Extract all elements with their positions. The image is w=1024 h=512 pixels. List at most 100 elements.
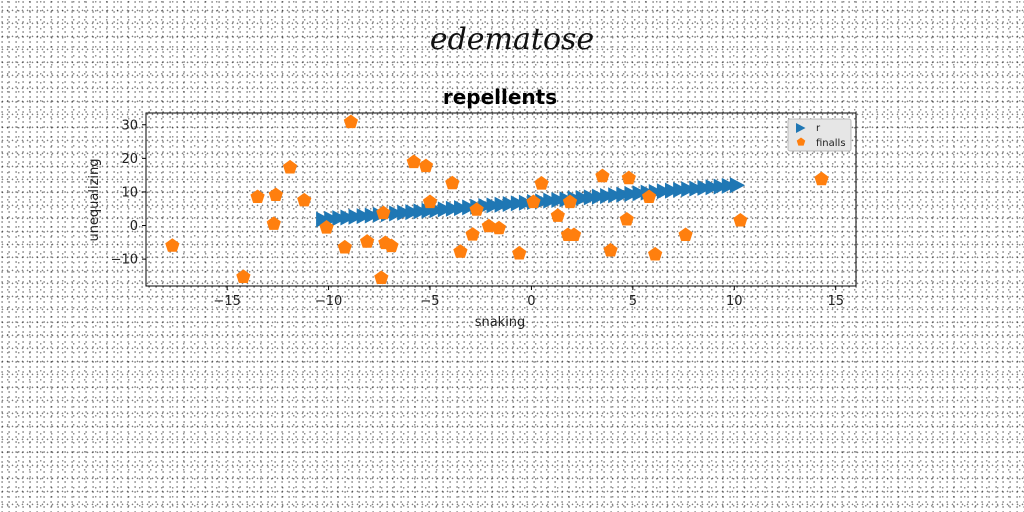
series-r-point: [543, 192, 559, 209]
series-r-point: [721, 177, 737, 194]
series-r-point: [535, 193, 551, 210]
series-finalls-point: [250, 189, 265, 204]
series-finalls-point: [595, 168, 610, 183]
series-r-point: [389, 205, 405, 222]
series-finalls-point: [374, 270, 389, 285]
series-r-point: [510, 195, 527, 212]
series-finalls-point: [297, 192, 312, 207]
series-r-point: [518, 194, 535, 211]
x-tick-label: 5: [629, 294, 637, 309]
series-r-point: [413, 203, 429, 220]
series-r-point: [575, 189, 591, 206]
series-finalls-point: [814, 171, 829, 186]
series-finalls-point: [648, 246, 663, 261]
series-r-point: [600, 187, 616, 204]
series-finalls-point: [406, 154, 421, 169]
series-finalls-point: [445, 175, 460, 190]
series-r-point: [356, 208, 372, 225]
series-r-point: [583, 189, 600, 206]
series-r-point: [397, 204, 413, 221]
series-r-point: [437, 201, 453, 218]
series-r-point: [689, 180, 705, 197]
legend: r finalls: [787, 118, 852, 152]
plot-title: repellents: [443, 85, 557, 109]
series-finalls-point: [266, 216, 281, 230]
series-r-point: [502, 196, 518, 213]
x-axis: −15 −10 −5 0 5 10 15: [213, 286, 844, 309]
series-r-point: [551, 192, 567, 209]
series-finalls-point: [678, 227, 693, 242]
series-finalls-point: [481, 218, 496, 233]
series-finalls-point: [603, 242, 618, 257]
series-r-point: [673, 181, 689, 198]
series-finalls-point: [621, 170, 636, 185]
series-finalls-point: [418, 158, 434, 173]
series-finalls-point: [376, 205, 391, 220]
y-tick-label: 30: [121, 118, 138, 133]
series-finalls-point: [165, 238, 180, 252]
series-r-point: [616, 186, 632, 203]
series-r-point: [332, 210, 348, 227]
y-tick-label: 0: [130, 219, 138, 234]
series-finalls-point: [465, 227, 480, 241]
series-r-point: [486, 197, 502, 214]
series-r-point: [705, 179, 721, 196]
series-r-point: [697, 179, 713, 196]
series-r-point: [729, 177, 746, 194]
x-tick-label: 15: [827, 294, 844, 309]
series-r-point: [364, 207, 380, 224]
series-r-point: [608, 187, 624, 204]
x-tick-label: −15: [213, 294, 240, 309]
series-finalls-point: [491, 220, 507, 235]
legend-marker-finalls: [796, 137, 806, 146]
figure-suptitle: edematose: [429, 22, 595, 57]
legend-marker-r: [796, 123, 806, 133]
series-finalls-point: [534, 176, 549, 190]
series-finalls-point: [268, 187, 283, 202]
series-finalls-point: [733, 213, 748, 227]
series-r-point: [316, 211, 332, 228]
series-finalls-point: [566, 227, 582, 242]
x-tick-label: −10: [315, 294, 342, 309]
legend-label-finalls: finalls: [816, 138, 846, 149]
series-finalls-point: [422, 194, 438, 209]
series-r-point: [405, 204, 421, 221]
series-finalls-point: [469, 202, 484, 216]
series-r-point: [681, 181, 697, 198]
y-axis: −10 0 10 20 30: [111, 118, 146, 268]
series-r-point: [656, 183, 673, 200]
series-finalls-point: [337, 239, 352, 254]
series-finalls-point: [453, 244, 468, 258]
y-tick-label: −10: [111, 253, 138, 268]
series-r-point: [632, 185, 648, 202]
series-r-point: [665, 182, 681, 199]
plot-frame: [145, 112, 857, 287]
series-r-point: [713, 178, 729, 195]
series-finalls-point: [359, 234, 375, 248]
series-r-point: [348, 208, 364, 225]
series-finalls-point: [550, 208, 565, 222]
legend-label-r: r: [816, 123, 821, 134]
series-r-point: [340, 209, 356, 226]
y-tick-label: 10: [121, 185, 138, 200]
series-finalls-point: [562, 194, 578, 209]
series-finalls-point: [641, 189, 657, 204]
x-tick-label: −5: [420, 294, 439, 309]
plot-area: [145, 112, 857, 287]
series-r-point: [454, 200, 470, 217]
y-tick-label: 20: [121, 152, 138, 167]
series-r-point: [445, 200, 462, 217]
series-finalls-point: [343, 114, 359, 129]
series-finalls-point: [512, 245, 527, 260]
series-finalls-point: [319, 220, 334, 234]
series-finalls-point: [526, 194, 541, 209]
series-r-point: [591, 188, 608, 205]
x-axis-label: snaking: [475, 315, 526, 330]
series-finalls-point: [384, 238, 399, 253]
series-r-point: [494, 196, 510, 213]
x-tick-label: 10: [726, 294, 743, 309]
series-r-point: [624, 185, 640, 202]
series-finalls-point: [236, 269, 251, 283]
series-finalls-point: [619, 211, 634, 226]
